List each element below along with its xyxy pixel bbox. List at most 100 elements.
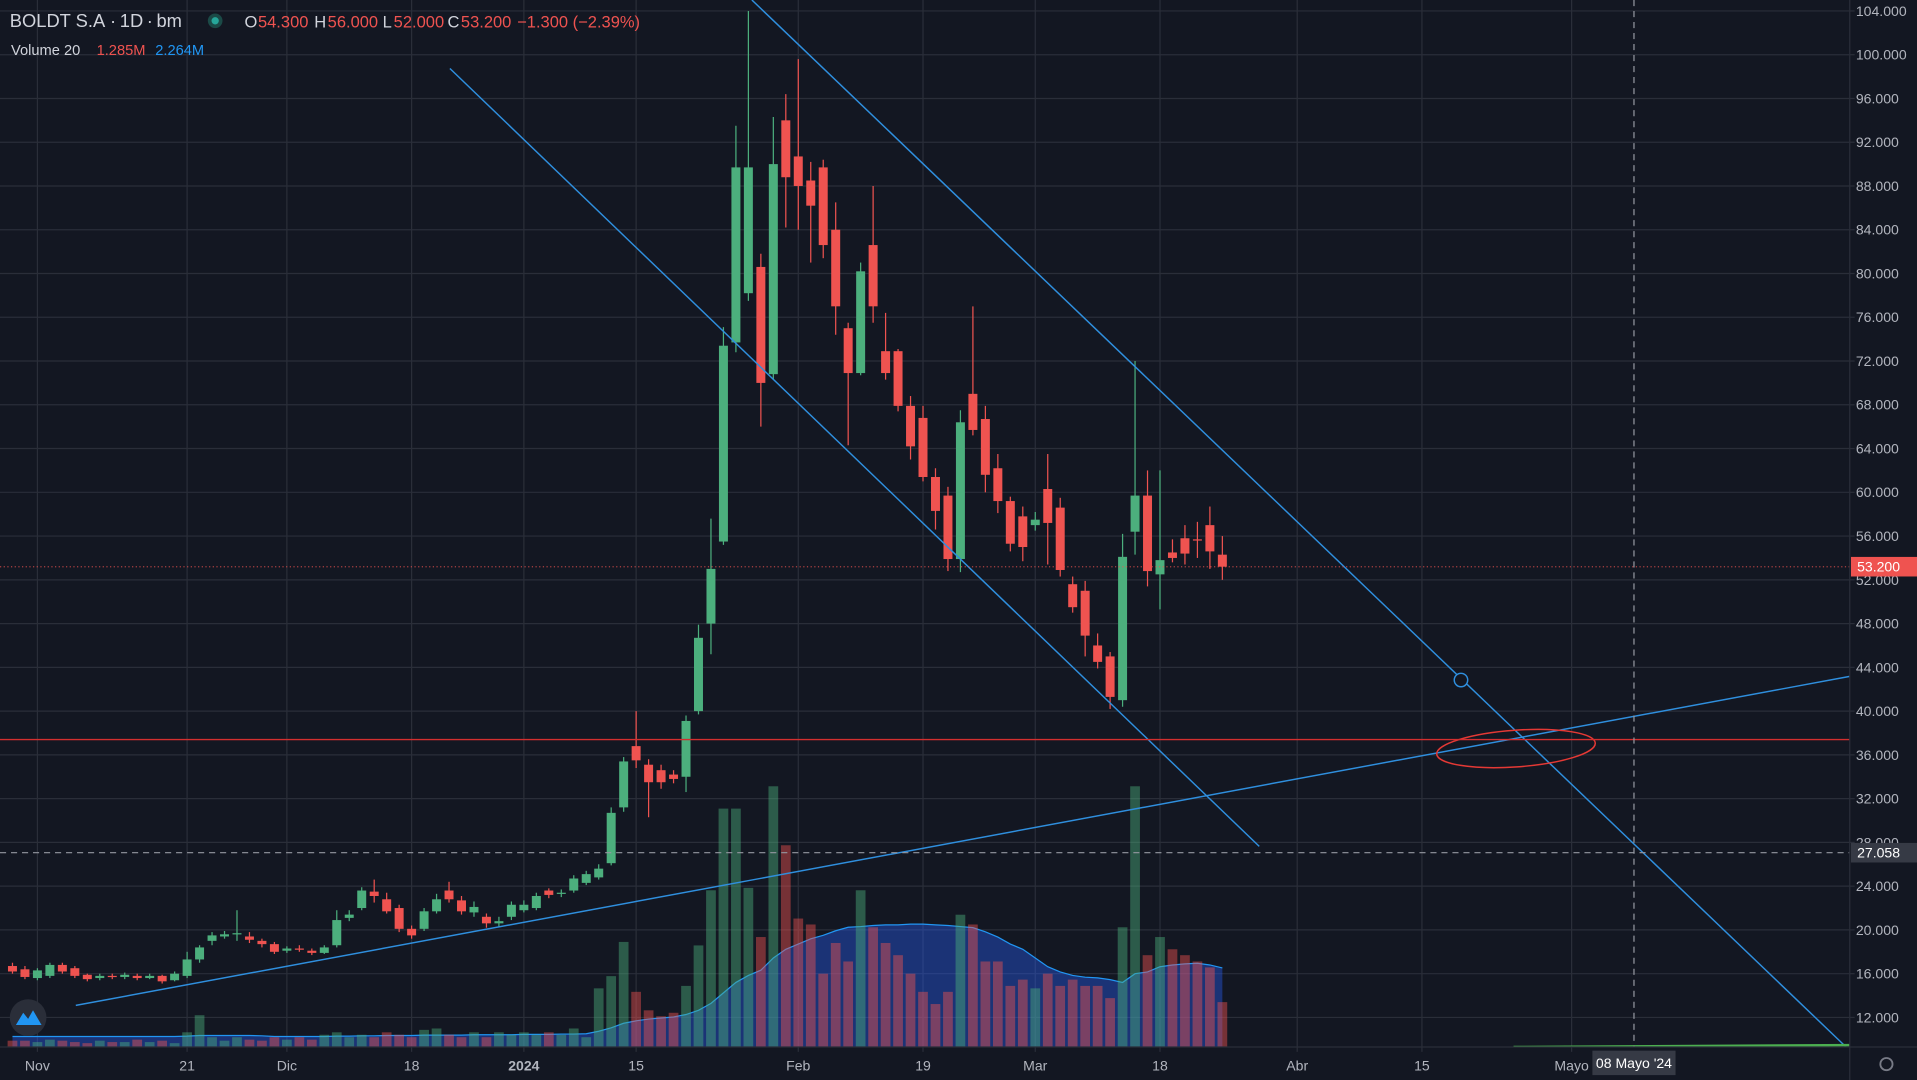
candle-body [1030, 519, 1040, 526]
volume-bar [119, 1042, 130, 1047]
exchange[interactable]: bm [156, 10, 181, 31]
candle-body [856, 271, 866, 374]
volume-bar [232, 1037, 242, 1047]
volume-bar [593, 988, 604, 1047]
price-axis[interactable] [1849, 0, 1917, 1080]
trend-line[interactable] [75, 675, 1850, 1007]
volume-bar [1092, 985, 1103, 1047]
x-tick-label: Abr [1286, 1057, 1308, 1073]
candle-body [843, 328, 853, 374]
candle-body [980, 419, 990, 475]
volume-bar [618, 941, 629, 1047]
candle-body [519, 904, 529, 911]
volume-bar [631, 991, 641, 1047]
candle-body [57, 964, 67, 972]
volume-ma-line [12, 923, 1223, 1038]
volume-bar [1167, 949, 1178, 1047]
volume-bar [82, 1043, 93, 1047]
y-tick-label: 96.000 [1856, 90, 1899, 106]
volume-bar [1142, 955, 1153, 1047]
volume-bar [69, 1042, 80, 1047]
symbol[interactable]: BOLDT S.A [10, 10, 106, 31]
candle-body [120, 974, 130, 977]
candle-body [282, 948, 292, 951]
candle-body [581, 874, 591, 883]
y-tick-label: 64.000 [1856, 440, 1899, 456]
crosshair-price-tag [1850, 842, 1917, 863]
y-tick-label: 80.000 [1856, 265, 1899, 281]
trend-line[interactable] [449, 67, 1260, 847]
volume-bar [132, 1039, 143, 1047]
candle-body [1093, 645, 1103, 662]
volume-bar [755, 937, 766, 1047]
candle-body [731, 167, 741, 343]
volume-bar [331, 1032, 342, 1047]
y-tick-label: 76.000 [1856, 309, 1899, 325]
volume-bar [469, 1032, 479, 1047]
y-tick-label: 84.000 [1856, 222, 1899, 238]
settings-button[interactable] [1879, 1057, 1894, 1072]
volume-bar [7, 1040, 18, 1047]
candle-body [918, 417, 928, 477]
volume-value: 1.285M [97, 43, 146, 59]
candle-body [220, 934, 230, 937]
volume-bar [282, 1039, 292, 1047]
candle-body [930, 476, 940, 511]
x-tick-label: Mayo [1554, 1057, 1589, 1073]
candle-body [544, 890, 554, 895]
volume-bar [793, 918, 804, 1047]
volume-bar [207, 1037, 217, 1047]
volume-bar [1105, 998, 1115, 1047]
volume-bar [319, 1034, 330, 1047]
volume-bar [930, 1004, 941, 1047]
volume-bar [1067, 979, 1078, 1047]
trend-line[interactable] [751, 0, 1847, 1048]
volume-bar [144, 1042, 155, 1047]
candle-body [1043, 489, 1053, 523]
volume-bar [519, 1032, 529, 1047]
logo[interactable] [9, 999, 47, 1036]
candle-body [718, 345, 728, 542]
ohlc-key: C [447, 14, 459, 32]
volume-label[interactable]: Volume 20 [11, 43, 80, 59]
volume-bar [444, 1034, 454, 1047]
ohlc-key: O [245, 14, 258, 32]
line-handle[interactable] [1453, 672, 1469, 688]
interval[interactable]: 1D [120, 10, 143, 31]
y-tick-label: 40.000 [1856, 703, 1899, 719]
candle-body [269, 944, 279, 952]
volume-bar [843, 961, 854, 1047]
volume-bar [606, 976, 617, 1047]
candle-body [531, 896, 541, 909]
candle-body [432, 899, 442, 912]
y-tick-label: 88.000 [1856, 178, 1899, 194]
volume-bar [830, 942, 841, 1047]
candle-body [556, 892, 566, 894]
y-tick-label: 104.000 [1856, 3, 1907, 19]
candle-body [1192, 539, 1202, 541]
volume-bar [893, 955, 903, 1047]
candle-body [781, 120, 791, 178]
x-tick-label: Nov [25, 1057, 50, 1073]
highlight-ellipse[interactable] [1435, 725, 1597, 773]
candle-body [1018, 516, 1028, 548]
x-tick-label: Mar [1023, 1057, 1048, 1073]
volume-bar [182, 1032, 192, 1047]
ohlc-value: 53.200 [461, 14, 511, 32]
candles [7, 10, 1227, 984]
candle-body [1143, 495, 1153, 572]
candle-body [818, 167, 828, 246]
candle-body [1118, 556, 1128, 701]
candle-body [382, 899, 392, 912]
candle-body [70, 968, 80, 976]
volume-ma-value: 2.264M [155, 43, 204, 59]
volume-pane [7, 786, 1228, 1047]
volume-bar [992, 961, 1003, 1047]
volume-bar [668, 1012, 679, 1047]
candle-body [20, 969, 30, 977]
candle-body [631, 746, 641, 761]
candle-body [1130, 495, 1140, 532]
candle-body [307, 950, 317, 953]
candle-body [868, 245, 878, 307]
ohlc-value: 52.000 [394, 14, 444, 32]
